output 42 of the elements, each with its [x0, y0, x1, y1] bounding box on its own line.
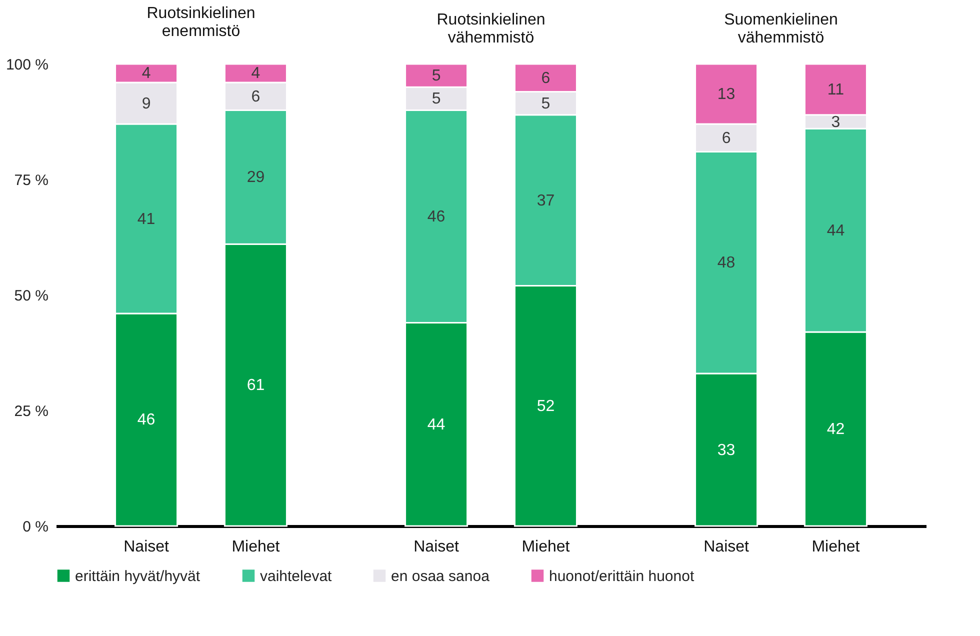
data-label: 5 — [432, 68, 441, 85]
data-label: 44 — [427, 416, 446, 434]
chart-title: Ruotsinkielinen vähemmistö — [436, 11, 546, 46]
data-label: 4 — [142, 65, 151, 82]
y-tick-label: 100 % — [6, 56, 48, 74]
x-tick-label: Miehet — [232, 538, 280, 556]
y-tick-label: 75 % — [14, 172, 48, 189]
data-label: 42 — [826, 420, 845, 438]
x-tick-label: Naiset — [704, 538, 750, 556]
data-label: 46 — [427, 208, 446, 226]
data-label: 11 — [827, 81, 844, 98]
data-label: 52 — [536, 398, 555, 415]
x-tick-label: Miehet — [812, 538, 860, 556]
x-tick-label: Naiset — [414, 538, 460, 556]
y-tick-label: 0 % — [22, 518, 48, 536]
legend-label: vaihtelevat — [260, 568, 333, 585]
data-label: 5 — [432, 90, 441, 108]
data-label: 29 — [246, 169, 265, 186]
y-tick-label: 50 % — [14, 288, 48, 304]
data-label: 5 — [541, 95, 550, 112]
data-label: 37 — [536, 192, 555, 210]
data-label: 41 — [137, 210, 156, 228]
data-label: 61 — [246, 377, 265, 394]
data-label: 9 — [142, 95, 151, 112]
data-label: 48 — [717, 254, 736, 272]
data-label: 6 — [722, 130, 731, 147]
y-tick-label: 25 % — [14, 403, 48, 420]
chart-title: Suomenkielinen vähemmistö — [724, 11, 838, 46]
x-tick-label: Naiset — [124, 538, 170, 556]
data-label: 13 — [717, 86, 736, 104]
data-label: 4 — [251, 65, 260, 82]
data-label: 44 — [826, 222, 845, 240]
legend-label: en osaa sanoa — [391, 568, 490, 585]
x-tick-label: Miehet — [522, 538, 570, 556]
data-label: 6 — [251, 88, 260, 106]
data-label: 6 — [541, 70, 550, 87]
data-label: 3 — [831, 114, 840, 131]
legend-label: huonot/erittäin huonot — [549, 568, 695, 585]
data-label: 46 — [137, 412, 156, 429]
chart-title: Ruotsinkielinen enemmistö — [146, 5, 256, 40]
data-label: 33 — [717, 442, 736, 459]
legend-label: erittäin hyvät/hyvät — [75, 568, 201, 585]
